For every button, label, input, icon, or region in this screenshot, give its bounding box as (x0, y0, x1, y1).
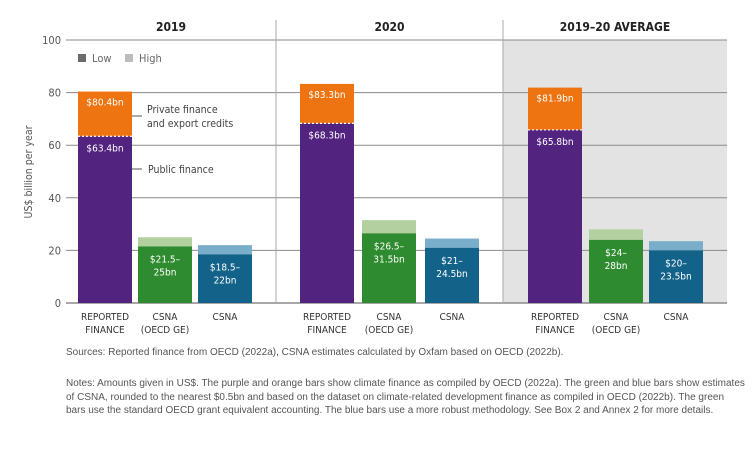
bar-public-finance (528, 129, 582, 303)
x-tick-label: CSNA (153, 312, 179, 323)
legend-swatch-low (78, 54, 86, 62)
bar-low (589, 239, 643, 303)
panel-title: 2019–20 AVERAGE (560, 20, 670, 34)
data-label-range: $20– (665, 258, 687, 269)
data-label-range: 28bn (605, 261, 628, 272)
data-label-range: $21– (441, 256, 463, 267)
bar-high (649, 241, 703, 251)
bar-low (362, 233, 416, 303)
bar-high (362, 220, 416, 234)
data-label-public: $65.8bn (536, 137, 573, 148)
x-tick-label: REPORTED (303, 312, 351, 323)
y-axis-label: US$ billion per year (23, 125, 35, 218)
panel-title: 2020 (374, 20, 404, 34)
bar-low (649, 250, 703, 303)
data-label-range: 25bn (154, 267, 177, 278)
y-tick-label: 80 (48, 87, 61, 100)
x-tick-label: (OECD GE) (141, 325, 190, 336)
chart: 0 20 40 60 80 100 US$ billion per year Low High 2… (23, 20, 727, 336)
bar-public-finance (300, 123, 354, 303)
data-label-range: $18.5– (210, 262, 241, 273)
annotation-private: Private finance (147, 104, 218, 116)
bar-private-finance (300, 83, 354, 124)
data-label-range: $26.5– (374, 241, 405, 252)
notes: Notes: Amounts given in US$. The purple … (66, 378, 745, 416)
bar-high (198, 245, 252, 255)
bar-low (138, 246, 192, 303)
data-label-total: $81.9bn (536, 94, 573, 105)
data-label-total: $80.4bn (86, 98, 123, 109)
bar-low (425, 247, 479, 303)
legend-label-low: Low (92, 52, 111, 65)
x-tick-label: CSNA (604, 312, 630, 323)
y-tick-label: 100 (42, 34, 61, 47)
x-tick-label: CSNA (664, 312, 690, 323)
x-tick-label: (OECD GE) (592, 325, 641, 336)
y-tick-label: 60 (48, 139, 61, 152)
bar-private-finance (528, 87, 582, 130)
data-label-range: $21.5– (150, 254, 181, 265)
x-tick-label: CSNA (213, 312, 239, 323)
bar-high (425, 238, 479, 248)
x-tick-label: FINANCE (535, 325, 575, 336)
x-tick-label: (OECD GE) (365, 325, 414, 336)
legend-swatch-high (125, 54, 133, 62)
annotation-public: Public finance (148, 164, 214, 176)
data-label-range: 31.5bn (373, 254, 404, 265)
x-tick-label: REPORTED (531, 312, 579, 323)
x-tick-label: CSNA (377, 312, 403, 323)
bar-private-finance (78, 91, 132, 137)
y-tick-label: 40 (48, 192, 61, 205)
bar-low (198, 254, 252, 303)
data-label-range: 22bn (214, 275, 237, 286)
panel-title: 2019 (156, 20, 186, 34)
bar-high (589, 229, 643, 240)
legend-label-high: High (139, 52, 162, 65)
y-tick-label: 20 (48, 244, 61, 257)
x-tick-label: REPORTED (81, 312, 129, 323)
x-tick-label: FINANCE (307, 325, 347, 336)
sources-note: Sources: Reported finance from OECD (202… (66, 347, 564, 358)
data-label-range: 24.5bn (436, 269, 467, 280)
data-label-range: $24– (605, 248, 627, 259)
bar-high (138, 237, 192, 247)
data-label-total: $83.3bn (308, 90, 345, 101)
y-tick-label: 0 (55, 297, 61, 310)
x-tick-label: CSNA (440, 312, 466, 323)
x-tick-label: FINANCE (85, 325, 125, 336)
data-label-range: 23.5bn (660, 271, 691, 282)
bar-public-finance (78, 136, 132, 303)
data-label-public: $63.4bn (86, 143, 123, 154)
data-label-public: $68.3bn (308, 130, 345, 141)
annotation-private-line2: and export credits (147, 118, 233, 130)
